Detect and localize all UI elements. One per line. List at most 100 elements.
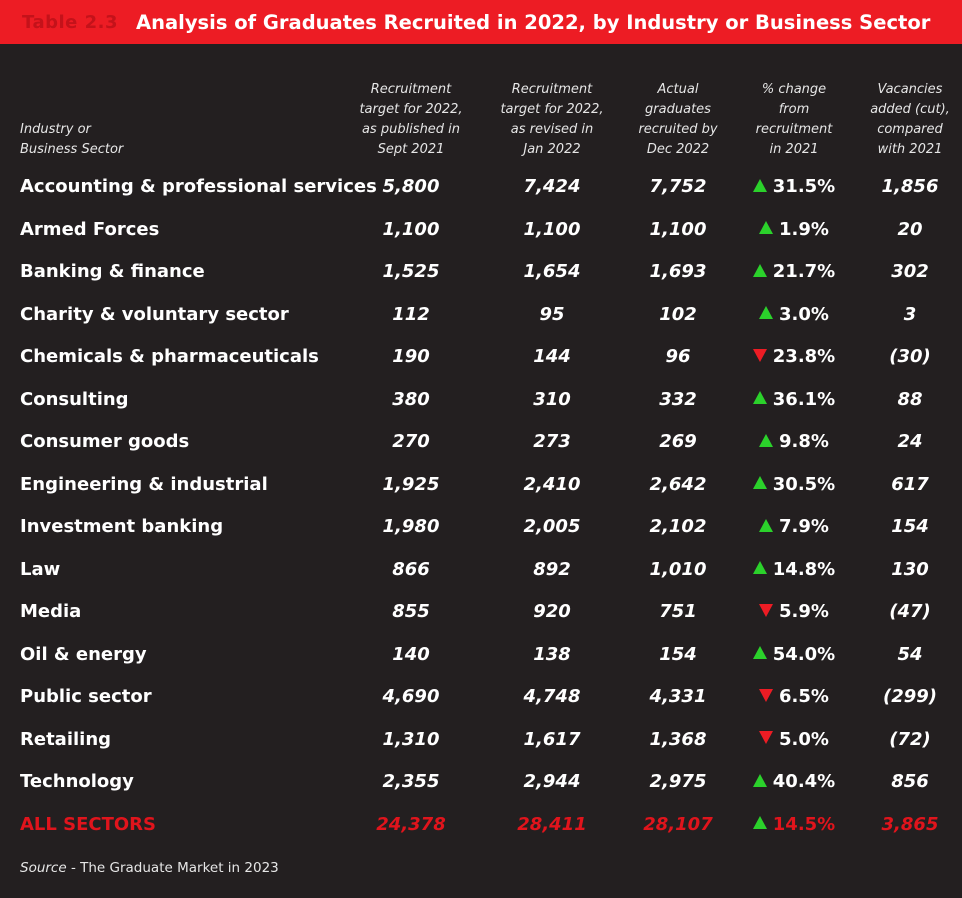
vacancies-cell: 856 [891, 771, 929, 792]
sector-cell: Law [20, 558, 61, 580]
decrease-arrow-icon [759, 688, 774, 702]
change-cell: 14.8% [724, 549, 864, 592]
change-value: 1.9% [779, 218, 829, 240]
change-cell: 21.7% [724, 251, 864, 294]
table-row: Accounting & professional services 5,800 7… [0, 166, 962, 209]
target-sept-cell: 5,800 [382, 176, 440, 197]
change-value: 14.5% [772, 813, 836, 835]
target-sept-cell: 855 [392, 601, 430, 622]
target-sept-cell: 1,100 [382, 218, 440, 240]
target-jan-cell: 2,005 [523, 516, 581, 537]
increase-arrow-icon [752, 178, 767, 192]
target-jan-cell: 920 [533, 601, 571, 622]
actual-cell: 96 [665, 346, 691, 367]
target-jan-cell: 7,424 [523, 176, 581, 197]
change-cell: 9.8% [724, 421, 864, 464]
actual-cell: 1,693 [649, 261, 707, 282]
source-note: Source - The Graduate Market in 2023 [20, 860, 279, 876]
source-label: Source [20, 860, 67, 876]
change-cell: 5.0% [724, 719, 864, 762]
increase-arrow-icon [759, 433, 774, 447]
change-value: 5.0% [779, 728, 829, 750]
source-text: - The Graduate Market in 2023 [66, 860, 279, 876]
change-cell: 3.0% [724, 294, 864, 337]
sector-cell: Oil & energy [20, 643, 147, 665]
title-bar: Table 2.3 Analysis of Graduates Recruite… [0, 0, 962, 44]
sector-cell: Retailing [20, 728, 112, 750]
change-cell: 30.5% [724, 464, 864, 507]
change-value: 5.9% [779, 601, 829, 622]
increase-arrow-icon [752, 646, 767, 659]
target-sept-cell: 1,525 [382, 261, 440, 282]
vacancies-cell: 302 [891, 261, 929, 282]
vacancies-cell: (47) [889, 601, 931, 622]
total-row: ALL SECTORS 24,378 28,411 28,107 14.5% 3,865 [0, 804, 962, 847]
target-jan-cell: 1,654 [523, 261, 581, 282]
actual-cell: 332 [659, 388, 697, 410]
target-sept-cell: 1,925 [382, 473, 440, 495]
change-cell: 14.5% [724, 804, 864, 847]
target-sept-cell: 1,310 [382, 728, 440, 750]
vacancies-cell: (30) [889, 346, 931, 367]
target-jan-cell: 273 [533, 431, 571, 452]
target-sept-cell: 112 [392, 303, 430, 325]
target-jan-cell: 1,617 [523, 728, 581, 750]
change-value: 40.4% [772, 771, 836, 792]
change-value: 36.1% [772, 388, 836, 410]
increase-arrow-icon [752, 816, 767, 829]
actual-cell: 1,010 [649, 558, 707, 580]
header-target-sept: Recruitment target for 2022, as publishe… [359, 82, 463, 157]
actual-cell: 7,752 [649, 176, 707, 197]
actual-cell: 269 [659, 431, 697, 452]
vacancies-cell: 1,856 [881, 176, 939, 197]
header-sector: Industry or Business Sector [20, 122, 124, 157]
sector-cell: Banking & finance [20, 261, 205, 282]
target-jan-cell: 1,100 [523, 218, 581, 240]
target-jan-cell: 95 [539, 303, 565, 325]
sector-cell: Consulting [20, 388, 129, 410]
table-body: Accounting & professional services 5,800 7… [0, 166, 962, 846]
target-jan-cell: 138 [533, 643, 571, 665]
target-jan-cell: 28,411 [517, 813, 587, 835]
target-sept-cell: 190 [392, 346, 430, 367]
table-row: Public sector 4,690 4,748 4,331 6.5% (299) [0, 676, 962, 719]
actual-cell: 2,975 [649, 771, 707, 792]
sector-cell: Chemicals & pharmaceuticals [20, 346, 319, 367]
vacancies-cell: 88 [897, 388, 923, 410]
change-value: 14.8% [772, 558, 836, 580]
actual-cell: 154 [659, 643, 697, 665]
table-row: Consulting 380 310 332 36.1% 88 [0, 379, 962, 422]
change-cell: 6.5% [724, 676, 864, 719]
table-row: Chemicals & pharmaceuticals 190 144 96 23.8%… [0, 336, 962, 379]
decrease-arrow-icon [759, 603, 774, 617]
sector-cell: Media [20, 601, 82, 622]
table-row: Consumer goods 270 273 269 9.8% 24 [0, 421, 962, 464]
change-value: 30.5% [772, 473, 836, 495]
change-value: 31.5% [772, 176, 836, 197]
header-change: % change from recruitment in 2021 [755, 82, 833, 157]
target-jan-cell: 2,944 [523, 771, 581, 792]
change-cell: 54.0% [724, 634, 864, 677]
target-jan-cell: 4,748 [523, 686, 581, 707]
actual-cell: 1,368 [649, 728, 707, 750]
actual-cell: 751 [659, 601, 697, 622]
table-title: Analysis of Graduates Recruited in 2022,… [136, 10, 931, 34]
change-value: 7.9% [779, 516, 829, 537]
target-jan-cell: 144 [533, 346, 571, 367]
actual-cell: 1,100 [649, 218, 707, 240]
table-number: Table 2.3 [22, 11, 119, 33]
increase-arrow-icon [752, 391, 767, 404]
table-row: Oil & energy 140 138 154 54.0% 54 [0, 634, 962, 677]
actual-cell: 2,102 [649, 516, 707, 537]
change-value: 23.8% [772, 346, 836, 367]
change-cell: 23.8% [724, 336, 864, 379]
header-actual: Actual graduates recruited by Dec 2022 [638, 82, 718, 157]
actual-cell: 28,107 [643, 813, 713, 835]
vacancies-cell: 130 [891, 558, 929, 580]
actual-cell: 102 [659, 303, 697, 325]
change-value: 9.8% [779, 431, 829, 452]
target-jan-cell: 892 [533, 558, 571, 580]
target-sept-cell: 2,355 [382, 771, 440, 792]
change-value: 6.5% [779, 686, 829, 707]
increase-arrow-icon [752, 773, 767, 787]
